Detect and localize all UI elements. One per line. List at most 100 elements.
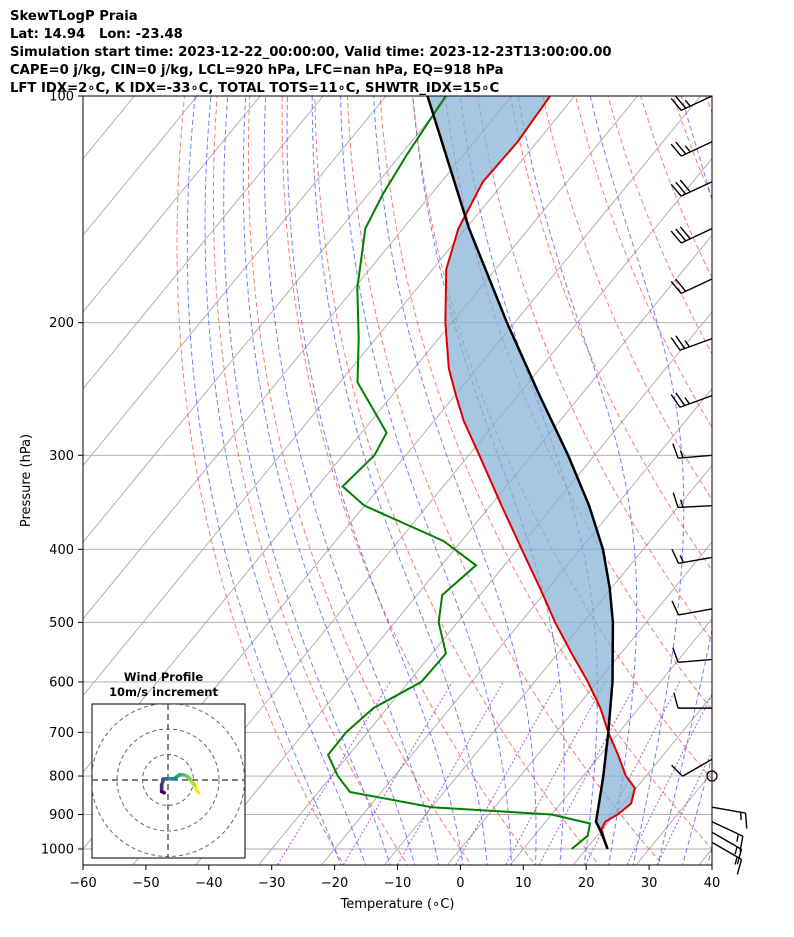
moist-adiabat-line [263,96,440,865]
dewpoint-line [326,96,592,850]
y-tick-label: 1000 [41,843,74,858]
wind-barb-staff [680,95,713,112]
wind-barb-full [672,492,679,508]
wind-barb [711,806,748,829]
isotherm-line [83,96,198,237]
stability-indices-2: LFT IDX=2∘C, K IDX=-33∘C, TOTAL TOTS=11∘… [10,81,500,96]
wind-barb-half [684,340,691,348]
wind-barb-full [675,392,686,406]
x-tick-label: 0 [456,876,464,891]
x-tick-label: −30 [258,876,285,891]
wind-barb-staff [711,806,746,814]
wind-barb-full [673,692,679,709]
isotherm-line [698,848,712,865]
wind-barb-half [736,833,739,842]
mixing-ratio-line [396,681,504,865]
isotherm-line [446,541,712,865]
dry-adiabat-line [477,96,712,642]
x-tick-label: −40 [195,876,222,891]
dry-adiabat-line [379,96,712,850]
wind-barb-full [671,600,680,616]
dry-adiabat-line [247,96,473,865]
wind-barb-full [671,764,684,777]
y-tick-label: 600 [49,675,74,690]
temperature-line [444,96,636,850]
y-axis-label: Pressure (hPa) [19,434,34,527]
wind-barb [670,278,713,295]
wind-barb [670,335,713,351]
hodograph-title: Wind Profile [124,670,204,684]
x-tick-label: −60 [69,876,96,891]
wind-barb [671,600,713,616]
isotherm-line [320,388,712,865]
wind-barb-full [675,335,686,349]
wind-barb-staff [711,841,742,860]
dry-adiabat-line [509,96,712,572]
wind-barb [670,95,713,112]
isotherm-line [83,96,576,697]
wind-barb [672,443,713,459]
moist-adiabat-line [186,96,342,865]
cape-shading [427,96,635,849]
dry-adiabat-line [672,96,712,200]
wind-barb [672,647,713,664]
moist-adiabat-line [223,96,391,865]
y-tick-label: 200 [49,316,74,331]
wind-barb-full [670,98,682,111]
y-tick-label: 300 [49,449,74,464]
isotherm-line [749,62,794,881]
y-tick-label: 100 [49,90,74,105]
mixing-ratio-line [505,681,606,865]
wind-barb-full [675,278,687,292]
moist-adiabat-line [242,96,416,865]
wind-barb-full [679,179,691,193]
wind-barb-full [679,226,691,240]
wind-barb-full [675,228,687,242]
moist-adiabat-line [340,96,512,865]
hodograph-subtitle: 10m/s increment [109,685,218,699]
wind-barb-half [679,555,685,563]
mixing-ratio-line [342,681,453,865]
wind-barb-full [671,548,680,564]
dry-adiabat-line [738,96,794,868]
y-tick-label: 700 [49,726,74,741]
wind-barb-half [684,397,691,405]
wind-barb [671,548,713,565]
mixing-ratio-line [276,681,391,865]
wind-barb [671,758,713,777]
wind-barb-full [736,859,743,875]
dry-adiabat-line [212,96,409,865]
mixing-ratio-line [626,693,712,865]
x-tick-label: −20 [321,876,348,891]
isotherm-line [257,311,712,865]
axes: −60 −50 −40 −30 −20 −10 0 10 20 30 40 100 200 300 400 5… [19,90,720,913]
simulation-times: Simulation start time: 2023-12-22_00:00:… [10,45,612,60]
stability-indices-1: CAPE=0 j/kg, CIN=0 j/kg, LCL=920 hPa, LF… [10,63,504,78]
moist-adiabat-line [204,96,367,865]
x-tick-label: 30 [641,876,658,891]
wind-barbs [670,95,748,875]
mixing-ratio-line [454,681,559,865]
wind-barb-full [670,230,682,244]
isotherm-line [383,464,712,865]
y-tick-label: 400 [49,543,74,558]
wind-barb-full [736,849,743,865]
wind-barb-half [684,145,691,153]
wind-barb [670,179,713,197]
x-tick-label: −50 [132,876,159,891]
wind-barb-staff [678,658,713,664]
moist-adiabat-line [373,96,537,865]
wind-barb-full [675,181,687,195]
wind-barb-full [670,281,682,294]
x-tick-label: 10 [515,876,532,891]
location-coordinates: Lat: 14.94 Lon: -23.48 [10,27,183,42]
wind-barb-staff [680,278,713,295]
wind-barb [711,841,743,875]
wind-barb [670,226,713,244]
wind-barb [672,492,713,509]
y-tick-label: 500 [49,616,74,631]
wind-barb-staff [711,831,742,850]
x-tick-label: 40 [704,876,721,891]
